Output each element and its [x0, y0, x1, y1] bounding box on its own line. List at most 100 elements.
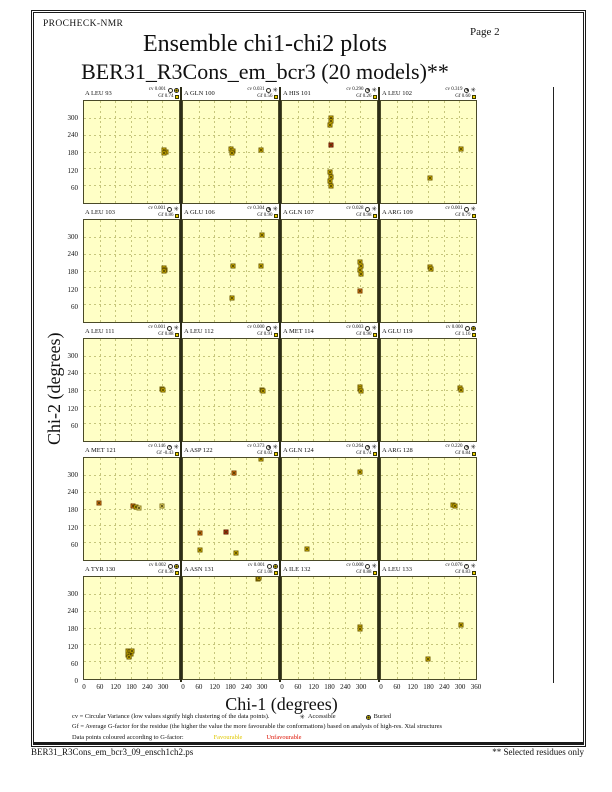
x-tick-label: 60	[96, 683, 104, 691]
cv-gf-block: cv 0.002 Gf 0.30	[149, 563, 179, 576]
cv-gf-block: cv 0.264 ✳ Gf 0.74	[346, 444, 377, 457]
chi-plot-panel	[281, 219, 378, 323]
circular-variance-icon	[464, 444, 470, 450]
data-point	[258, 458, 264, 462]
panel-label-strip: A LEU 93 cv 0.001 Gf 0.74	[83, 87, 180, 100]
x-axis-title: Chi-1 (degrees)	[225, 694, 338, 714]
accessible-icon: ✳	[470, 204, 476, 213]
cv-value: cv 0.076	[445, 563, 463, 568]
chi-plot-panel	[182, 457, 279, 561]
page-subtitle: BER31_R3Cons_em_bcr3 (20 models)**	[81, 58, 449, 84]
cv-value: cv 0.001	[148, 325, 166, 330]
cv-gf-block: cv 0.000 ✳ Gf 0.88	[346, 563, 377, 576]
y-tick-label: 60	[71, 660, 78, 669]
circular-variance-icon	[266, 444, 272, 450]
plot-row-4: 300 240 180 120 60 A MET 121 cv 0.146 ✳ Gf -0.43…	[68, 444, 480, 563]
gf-line: Gf 1.08	[248, 570, 278, 577]
x-axis-ticks: 0 60 120 180 240 300 0 60 120 180 240 300 0 60 120 180 2…	[82, 682, 481, 692]
residue-label: A ARG 109	[382, 209, 413, 216]
panel-label-strip: A ASN 131 cv 0.001 Gf 1.08	[182, 563, 279, 576]
residue-label: A ASN 131	[184, 566, 214, 573]
cv-gf-block: cv 0.001 Gf 0.74	[149, 87, 179, 100]
chi-plot-panel	[380, 338, 477, 442]
panel-label-strip: A LEU 133 cv 0.076 ✳ Gf 0.83	[380, 563, 477, 576]
cv-line: cv 0.000	[446, 325, 476, 332]
y-tick-label: 120	[67, 285, 79, 294]
cv-line: cv 0.000 ✳	[346, 563, 377, 570]
chi-plot-panel	[83, 457, 180, 561]
cv-value: cv 0.001	[148, 87, 166, 92]
gf-colour-icon	[373, 332, 377, 337]
y-tick-label-origin: 0	[74, 677, 79, 685]
y-tick-label: 240	[67, 607, 79, 616]
y-tick-label: 120	[67, 523, 79, 532]
data-point	[161, 268, 167, 274]
y-tick-label: 300	[67, 589, 79, 598]
cv-value: cv 0.001	[148, 206, 166, 211]
gf-value: Gf 0.91	[257, 331, 273, 337]
circular-variance-icon	[167, 206, 173, 212]
cv-gf-block: cv 0.076 ✳ Gf 0.83	[445, 563, 476, 576]
x-tick-label: 0	[181, 683, 185, 691]
gf-colour-icon	[274, 213, 278, 218]
residue-label: A ARG 128	[382, 447, 413, 454]
gf-colour-icon	[472, 332, 476, 337]
cv-gf-block: cv 0.003 ✳ Gf 0.90	[346, 325, 377, 338]
cv-line: cv 0.264 ✳	[346, 444, 377, 451]
gf-value: Gf 0.74	[356, 450, 372, 456]
cv-value: cv 0.002	[148, 563, 166, 568]
y-tick-label: 60	[71, 303, 78, 312]
accessible-icon: ✳	[173, 204, 179, 213]
buried-circle-icon	[365, 714, 371, 720]
data-point	[357, 469, 363, 475]
circular-variance-icon	[266, 87, 272, 93]
panel-label-strip: A LEU 102 cv 0.319 ✳ Gf 0.60	[380, 87, 477, 100]
gf-line: Gf 0.86	[148, 213, 179, 220]
gf-line: Gf 0.88	[148, 332, 179, 339]
data-point	[258, 147, 264, 153]
x-tick-label: 180	[324, 683, 335, 691]
chi-plot-panel	[83, 338, 180, 442]
page-frame: PROCHECK-NMR Page 2 Ensemble chi1-chi2 p…	[31, 10, 586, 747]
y-tick-label: 120	[67, 642, 79, 651]
residue-panel: A LEU 103 cv 0.001 ✳ Gf 0.86	[83, 206, 180, 325]
y-tick-label: 180	[67, 268, 79, 276]
plot-row-1: 300 240 180 120 60 A LEU 93 cv 0.001 Gf 0.74 A G…	[68, 87, 480, 206]
legend-accessible-label: Accessible	[307, 713, 336, 720]
y-tick-label: 120	[67, 404, 79, 413]
x-tick-label: 0	[82, 683, 86, 691]
x-tick-label: 300	[454, 683, 466, 691]
gf-line: Gf 0.30	[149, 570, 179, 577]
data-point	[229, 295, 235, 301]
gf-value: Gf 0.56	[257, 93, 273, 99]
legend-colour-text: Data points coloured according to G-fact…	[72, 733, 184, 741]
data-point	[427, 175, 433, 181]
x-tick-label: 0	[280, 683, 284, 691]
gf-line: Gf 0.90	[346, 332, 377, 339]
legend-gf-text: Gf = Average G-factor for the residue (t…	[72, 723, 442, 731]
data-point	[458, 622, 464, 628]
residue-panel: A ILE 132 cv 0.000 ✳ Gf 0.88	[279, 563, 378, 682]
gf-colour-icon	[472, 570, 476, 575]
data-point	[161, 150, 167, 156]
cv-line: cv 0.001	[149, 87, 179, 94]
accessible-icon: ✳	[371, 85, 377, 94]
accessible-icon: ✳	[371, 323, 377, 332]
panel-label-strip: A ARG 128 cv 0.220 ✳ Gf 0.84	[380, 444, 477, 457]
y-tick-label: 300	[67, 113, 79, 122]
residue-panel: A HIS 101 cv 0.290 ✳ Gf 0.26	[279, 87, 378, 206]
gf-value: Gf 0.83	[455, 569, 471, 575]
residue-panel: A MET 121 cv 0.146 ✳ Gf -0.43	[83, 444, 180, 563]
x-tick-label: 60	[195, 683, 203, 691]
accessible-star-icon: ✳	[299, 712, 305, 721]
gf-value: Gf 0.60	[455, 93, 471, 99]
chi-plot-panel	[281, 338, 378, 442]
residue-panel: A GLN 100 cv 0.031 ✳ Gf 0.56	[180, 87, 279, 206]
cv-value: cv 0.220	[445, 444, 463, 449]
data-point	[458, 387, 464, 393]
x-tick-label: 180	[126, 683, 137, 691]
chi-plot-panel	[380, 576, 477, 680]
y-tick-label: 240	[67, 131, 79, 140]
gf-line: Gf 0.91	[247, 332, 278, 339]
page-frame-inner: PROCHECK-NMR Page 2 Ensemble chi1-chi2 p…	[33, 12, 584, 745]
